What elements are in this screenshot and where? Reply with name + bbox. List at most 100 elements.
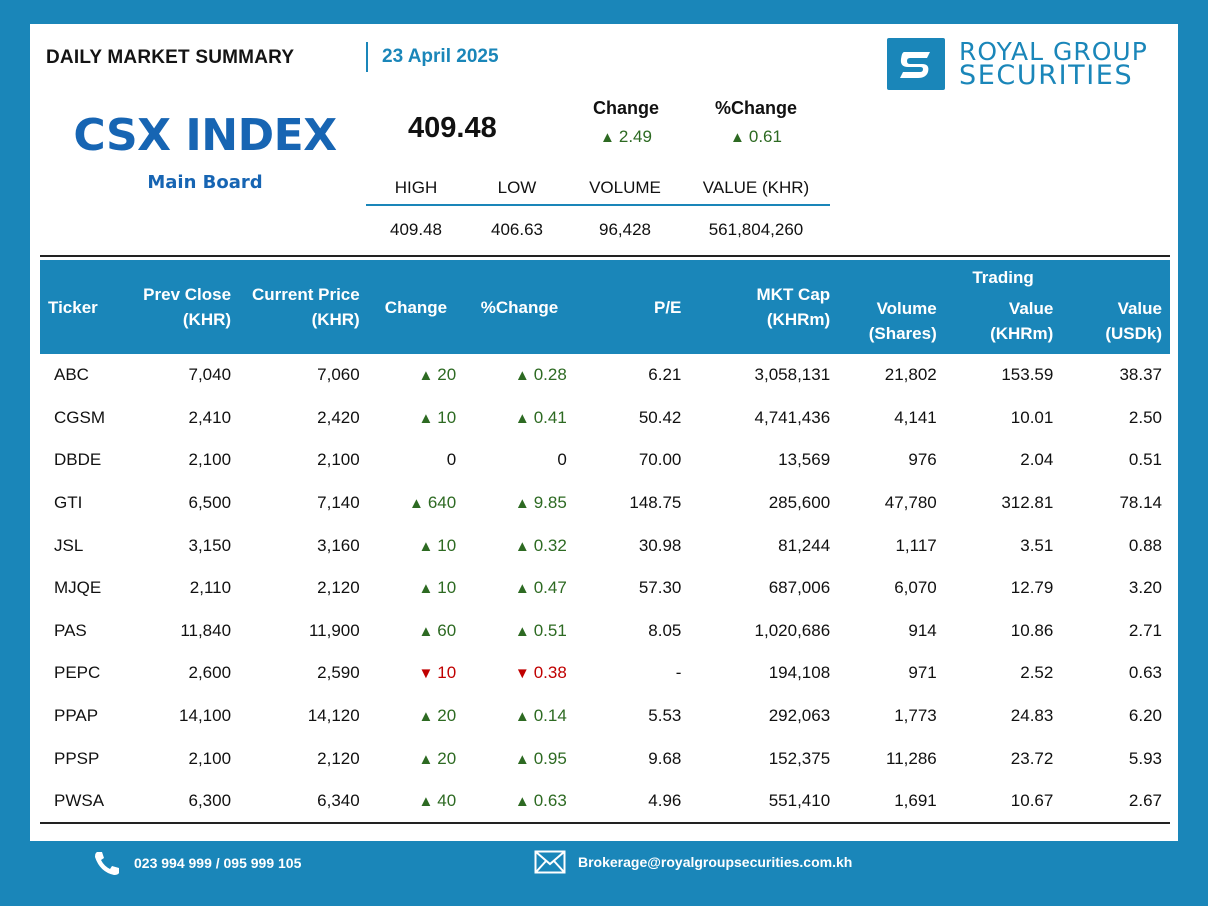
cell-value-khr: 10.67: [944, 779, 1062, 824]
stock-table: Ticker Prev Close (KHR) Current Price (KHR…: [40, 260, 1170, 824]
up-arrow-icon: ▲: [514, 708, 530, 726]
cell-mkt-cap: 81,244: [778, 535, 831, 555]
up-arrow-icon: ▲: [418, 537, 434, 555]
cell-volume: 976: [908, 450, 937, 470]
cell-value-khr: 2.52: [1020, 663, 1054, 683]
cell-volume: 11,286: [886, 748, 937, 768]
col-value-khr: Trading Value (KHRm): [945, 260, 1062, 354]
cell-current-price: 6,340: [239, 779, 368, 824]
trading-group-label: Trading: [972, 268, 1034, 287]
cell-current-price: 14,120: [307, 706, 360, 726]
up-arrow-icon: ▲: [600, 129, 615, 146]
index-change: Change ▲ 2.49: [556, 98, 696, 147]
cell-pct-change: ▲ 9.85: [514, 493, 567, 513]
cell-pct-change: ▲ 0.51: [514, 620, 567, 640]
cell-pct-change: ▲ 0.28: [514, 365, 567, 385]
cell-value-usd: 0.51: [1128, 450, 1162, 470]
table-row: PEPC 2,600 2,590 ▼ 10 ▼ 0.38 - 194,108 971 2.52 0.6…: [40, 652, 1170, 695]
cell-prev-close: 2,100: [188, 748, 232, 768]
col-volume: Volume (Shares): [868, 299, 937, 343]
cell-mkt-cap: 13,569: [778, 450, 831, 470]
summary-card: DAILY MARKET SUMMARY 23 April 2025 ROYAL…: [30, 24, 1178, 841]
change-value: 2.49: [618, 127, 652, 146]
cell-mkt-cap: 285,600: [768, 493, 831, 513]
cell-ticker: GTI: [54, 493, 83, 513]
index-value: 409.48: [408, 112, 497, 144]
col-current-price: Current Price (KHR): [252, 285, 360, 329]
cell-pct-change: 0: [557, 450, 567, 470]
cell-pe: 4.96: [574, 779, 690, 824]
up-arrow-icon: ▲: [514, 580, 530, 598]
index-name: CSX INDEX: [73, 110, 337, 161]
phone-icon: [95, 852, 119, 875]
cell-pe: -: [675, 663, 682, 683]
footer-email: Brokerage@royalgroupsecurities.com.kh: [534, 850, 852, 874]
cell-current-price: 2,120: [317, 748, 360, 768]
col-pct-change: %Change: [480, 297, 559, 317]
cell-pe: 57.30: [638, 578, 682, 598]
cell-change: ▲ 20: [418, 748, 457, 768]
down-arrow-icon: ▼: [514, 665, 530, 683]
cell-mkt-cap: 687,006: [768, 578, 831, 598]
cell-volume: 47,780: [884, 493, 937, 513]
table-header-row: Ticker Prev Close (KHR) Current Price (KHR…: [40, 260, 1170, 354]
cell-value-usd: 5.93: [1128, 748, 1162, 768]
up-arrow-icon: ▲: [514, 622, 530, 640]
up-arrow-icon: ▲: [514, 495, 530, 513]
cell-pct-change: ▲ 0.41: [514, 407, 567, 427]
cell-pe: 5.53: [648, 706, 682, 726]
up-arrow-icon: ▲: [514, 792, 530, 810]
cell-prev-close: 2,110: [189, 578, 232, 598]
cell-mkt-cap: 1,020,686: [754, 620, 831, 640]
cell-pe: 9.68: [648, 748, 682, 768]
cell-current-price: 7,140: [317, 493, 360, 513]
up-arrow-icon: ▲: [514, 537, 530, 555]
cell-value-khr: 3.51: [1020, 535, 1054, 555]
cell-mkt-cap: 292,063: [768, 706, 831, 726]
cell-value-khr: 10.86: [1010, 620, 1054, 640]
cell-mkt-cap: 152,375: [768, 748, 831, 768]
cell-volume: 1,691: [838, 779, 945, 824]
cell-volume: 4,141: [894, 407, 937, 427]
up-arrow-icon: ▲: [418, 409, 434, 427]
down-arrow-icon: ▼: [418, 665, 434, 683]
up-arrow-icon: ▲: [418, 750, 434, 768]
cell-current-price: 7,060: [317, 365, 360, 385]
col-change: Change: [384, 297, 448, 317]
cell-change: ▲ 10: [418, 535, 457, 555]
cell-pe: 70.00: [638, 450, 682, 470]
cell-value-usd: 0.88: [1128, 535, 1162, 555]
table-row: ABC 7,040 7,060 ▲ 20 ▲ 0.28 6.21 3,058,131 21,802…: [40, 354, 1170, 397]
cell-pe: 50.42: [638, 407, 682, 427]
cell-prev-close: 11,840: [180, 620, 232, 640]
cell-value-khr: 2.04: [1020, 450, 1054, 470]
footer-phone: 023 994 999 / 095 999 105: [92, 850, 301, 876]
cell-pct-change: ▲ 0.95: [514, 748, 567, 768]
stat-label-low: LOW: [497, 178, 537, 197]
cell-current-price: 3,160: [317, 535, 360, 555]
logo-mark-icon: [887, 38, 945, 90]
cell-prev-close: 2,100: [188, 450, 232, 470]
cell-pct-change: ▲ 0.14: [514, 706, 567, 726]
title-separator: [366, 42, 368, 72]
cell-volume: 21,802: [884, 365, 937, 385]
email-address[interactable]: Brokerage@royalgroupsecurities.com.kh: [578, 854, 853, 870]
cell-ticker: PEPC: [54, 663, 101, 683]
cell-value-usd: 6.20: [1128, 706, 1162, 726]
col-pe: P/E: [653, 297, 682, 317]
cell-value-khr: 23.72: [1010, 748, 1054, 768]
cell-pct-change: ▼ 0.38: [514, 663, 567, 683]
cell-prev-close: 3,150: [188, 535, 232, 555]
cell-change: ▲ 640: [408, 493, 457, 513]
up-arrow-icon: ▲: [418, 580, 434, 598]
up-arrow-icon: ▲: [418, 622, 434, 640]
table-row: CGSM 2,410 2,420 ▲ 10 ▲ 0.41 50.42 4,741,436 4,14…: [40, 397, 1170, 440]
table-row: PPAP 14,100 14,120 ▲ 20 ▲ 0.14 5.53 292,063 1,773…: [40, 695, 1170, 738]
cell-change: ▲ 20: [418, 365, 457, 385]
change-label: Change: [592, 98, 659, 118]
cell-prev-close: 14,100: [179, 706, 232, 726]
cell-ticker: JSL: [54, 535, 84, 555]
stat-label-value: VALUE (KHR): [702, 178, 810, 197]
cell-pct-change: ▲ 0.32: [514, 535, 567, 555]
cell-value-khr: 312.81: [1001, 493, 1054, 513]
